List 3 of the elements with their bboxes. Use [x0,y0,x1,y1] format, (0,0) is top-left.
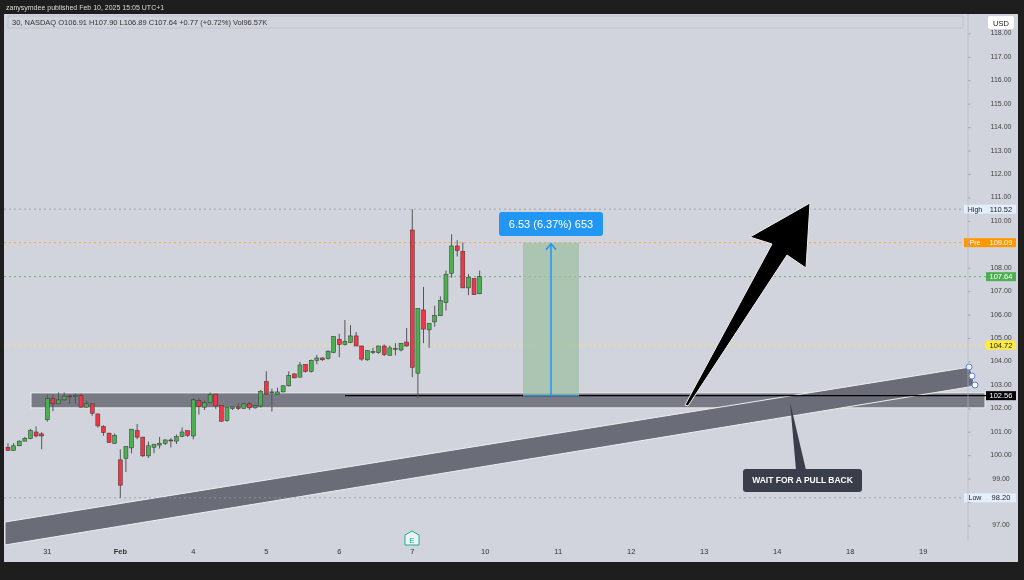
annotation: 6.53 (6.37%) 653 [508,217,594,230]
annotation: E [409,535,415,545]
annotation: WAIT FOR A PULL BACK [752,475,854,486]
